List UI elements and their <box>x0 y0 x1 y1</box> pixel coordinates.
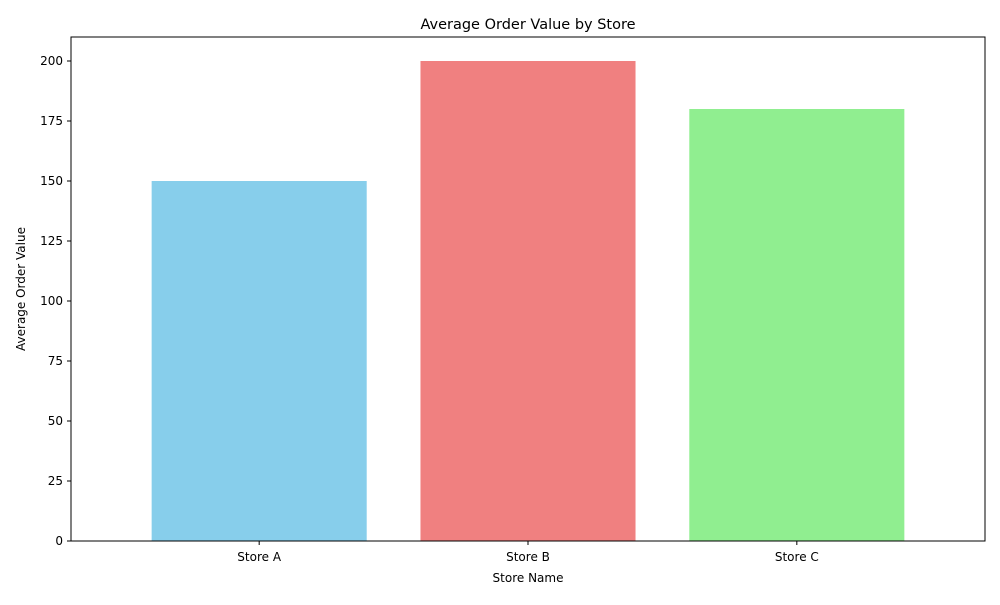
y-tick-label: 75 <box>48 354 63 368</box>
y-axis-label: Average Order Value <box>14 227 28 351</box>
x-tick-label: Store B <box>506 550 550 564</box>
y-tick-label: 200 <box>40 54 63 68</box>
x-axis-ticks: Store A Store B Store C <box>237 541 819 564</box>
x-tick-label: Store C <box>775 550 819 564</box>
plot-frame <box>70 36 986 542</box>
bar-store-a <box>151 181 367 541</box>
y-tick-label: 0 <box>55 534 63 548</box>
bar-store-c <box>689 109 905 541</box>
y-tick-label: 25 <box>48 474 63 488</box>
y-tick-label: 50 <box>48 414 63 428</box>
y-axis-ticks: 0 25 50 75 100 125 150 175 200 <box>40 54 71 548</box>
y-tick-label: 125 <box>40 234 63 248</box>
y-tick-label: 175 <box>40 114 63 128</box>
y-tick-label: 150 <box>40 174 63 188</box>
x-tick-label: Store A <box>237 550 282 564</box>
chart-title: Average Order Value by Store <box>420 17 635 33</box>
bars-group <box>151 61 905 541</box>
x-axis-label: Store Name <box>493 571 564 585</box>
y-tick-label: 100 <box>40 294 63 308</box>
bar-store-b <box>420 61 636 541</box>
